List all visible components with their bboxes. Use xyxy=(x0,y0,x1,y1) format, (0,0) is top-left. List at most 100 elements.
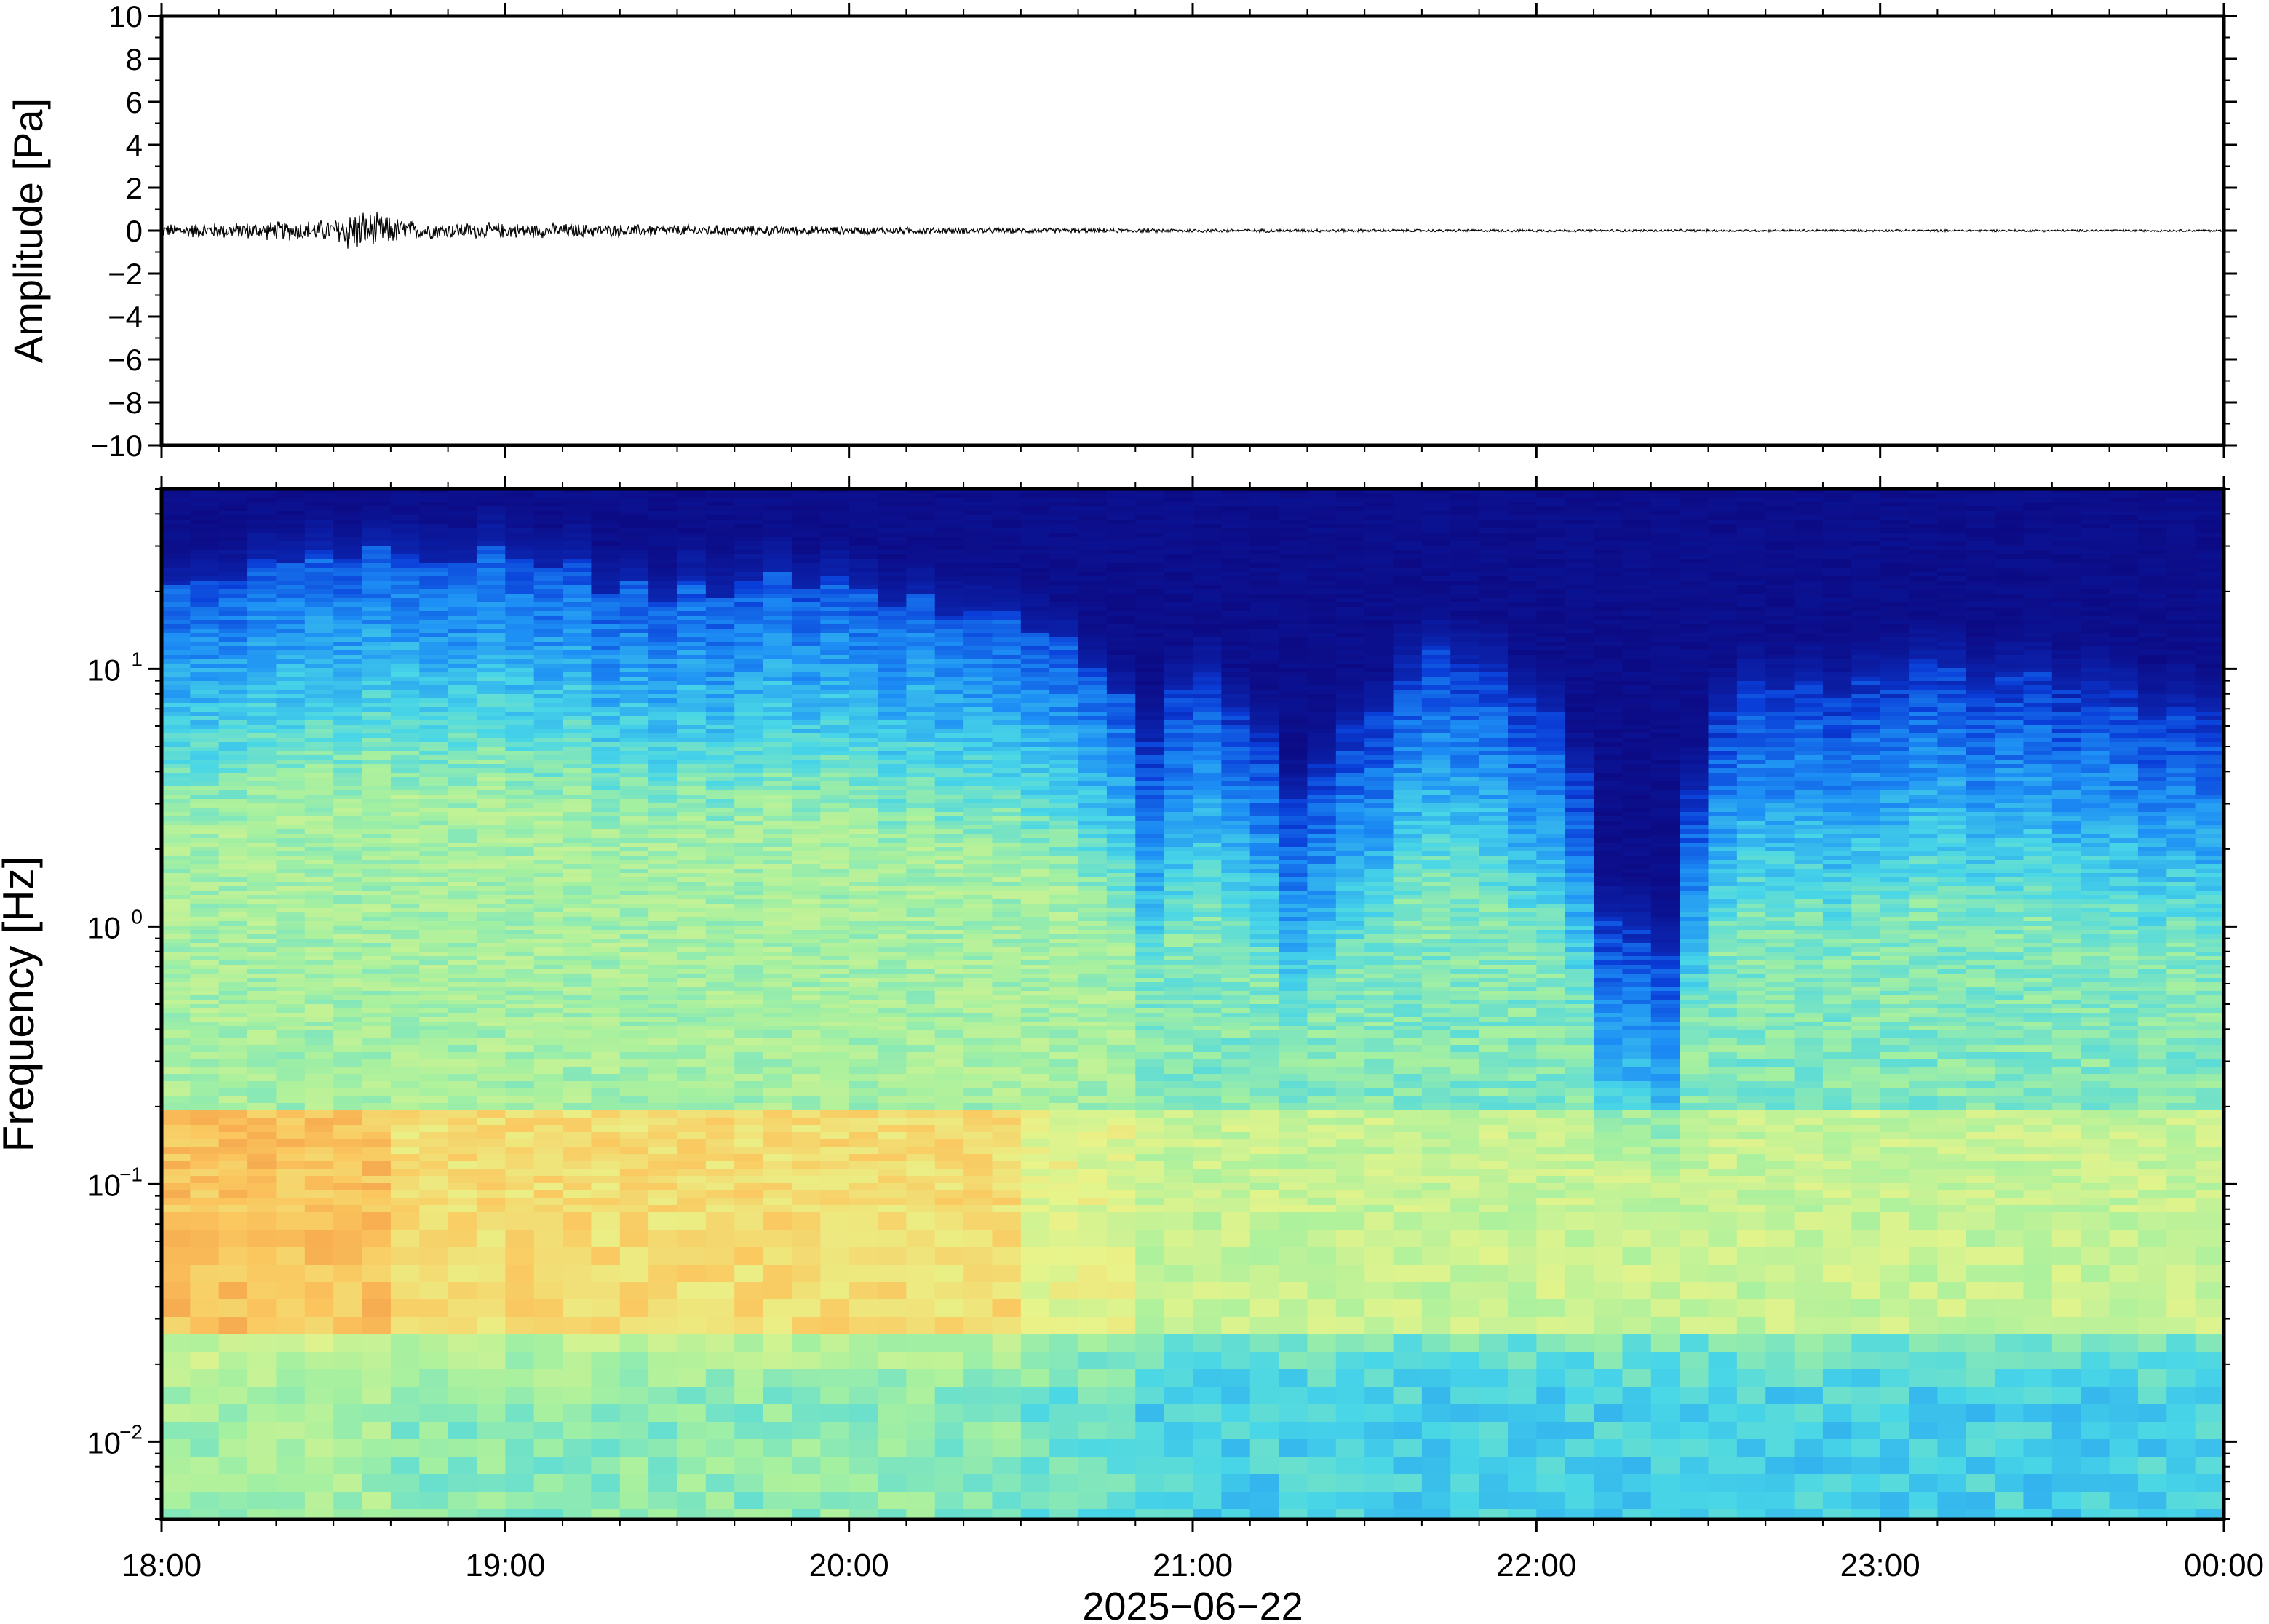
spectrogram-cell xyxy=(591,991,621,996)
spectrogram-cell xyxy=(734,1439,764,1457)
spectrogram-cell xyxy=(849,899,878,904)
spectrogram-cell xyxy=(247,869,277,874)
spectrogram-cell xyxy=(878,629,907,634)
spectrogram-cell xyxy=(362,995,392,1000)
spectrogram-cell xyxy=(849,720,878,725)
spectrogram-cell xyxy=(963,751,993,756)
spectrogram-cell xyxy=(390,712,420,717)
spectrogram-cell xyxy=(934,873,964,878)
spectrogram-cell xyxy=(276,1474,306,1492)
spectrogram-cell xyxy=(563,1265,592,1283)
spectrogram-cell xyxy=(705,821,735,826)
spectrogram-cell xyxy=(934,1022,964,1027)
spectrogram-cell xyxy=(878,738,907,743)
spectrogram-cell xyxy=(390,620,420,625)
spectrogram-cell xyxy=(906,1118,936,1126)
spectrogram-cell xyxy=(906,694,936,699)
spectrogram-cell xyxy=(190,895,220,900)
spectrogram-cell xyxy=(763,747,792,752)
spectrogram-cell xyxy=(906,1212,936,1230)
spectrogram-cell xyxy=(878,650,907,656)
spectrogram-cell xyxy=(190,917,220,922)
spectrogram-cell xyxy=(705,537,735,542)
spectrogram-cell xyxy=(304,554,334,560)
spectrogram-cell xyxy=(591,847,621,852)
spectrogram-cell xyxy=(619,1052,649,1060)
spectrogram-cell xyxy=(276,524,306,529)
spectrogram-cell xyxy=(963,655,993,660)
spectrogram-cell xyxy=(849,943,878,948)
spectrogram-cell xyxy=(390,624,420,629)
spectrogram-cell xyxy=(705,1132,735,1140)
spectrogram-cell xyxy=(333,1317,363,1335)
spectrogram-cell xyxy=(218,917,248,922)
spectrogram-cell xyxy=(190,738,220,743)
spectrogram-cell xyxy=(677,1161,707,1169)
spectrogram-cell xyxy=(734,712,764,717)
spectrogram-cell xyxy=(963,808,993,813)
spectrogram-cell xyxy=(247,795,277,800)
spectrogram-cell xyxy=(533,1139,563,1147)
spectrogram-cell xyxy=(963,554,993,560)
spectrogram-cell xyxy=(763,886,792,891)
spectrogram-cell xyxy=(791,873,821,878)
spectrogram-cell xyxy=(448,1045,477,1053)
spectrogram-cell xyxy=(162,908,191,913)
spectrogram-cell xyxy=(563,812,592,817)
spectrogram-cell xyxy=(533,637,563,642)
spectrogram-cell xyxy=(734,921,764,926)
spectrogram-cell xyxy=(505,1045,535,1053)
spectrogram-cell xyxy=(734,1103,764,1111)
spectrogram-cell xyxy=(304,1038,334,1046)
spectrogram-cell xyxy=(218,668,248,673)
spectrogram-cell xyxy=(505,1000,535,1005)
spectrogram-cell xyxy=(304,843,334,848)
spectrogram-cell xyxy=(362,952,392,957)
spectrogram-cell xyxy=(533,755,563,760)
spectrogram-cell xyxy=(276,808,306,813)
spectrogram-cell xyxy=(591,712,621,717)
spectrogram-cell xyxy=(476,690,506,695)
spectrogram-cell xyxy=(648,834,678,839)
spectrogram-cell xyxy=(476,659,506,664)
spectrogram-cell xyxy=(505,1059,535,1067)
spectrogram-cell xyxy=(304,1147,334,1155)
spectrogram-cell xyxy=(705,987,735,992)
spectrogram-cell xyxy=(505,982,535,987)
spectrogram-cell xyxy=(563,690,592,695)
spectrogram-cell xyxy=(878,930,907,935)
spectrogram-cell xyxy=(362,751,392,756)
spectrogram-cell xyxy=(934,934,964,939)
spectrogram-cell xyxy=(448,812,477,817)
spectrogram-cell xyxy=(878,829,907,835)
spectrogram-cell xyxy=(849,764,878,769)
spectrogram-cell xyxy=(162,882,191,887)
spectrogram-cell xyxy=(362,768,392,773)
spectrogram-cell xyxy=(505,576,535,581)
spectrogram-cell xyxy=(906,1404,936,1422)
spectrogram-cell xyxy=(304,869,334,874)
spectrogram-cell xyxy=(677,1509,707,1519)
spectrogram-cell xyxy=(677,1212,707,1230)
spectrogram-cell xyxy=(247,664,277,669)
spectrogram-cell xyxy=(333,808,363,813)
spectrogram-cell xyxy=(791,755,821,760)
spectrogram-cell xyxy=(878,498,907,503)
spectrogram-cell xyxy=(878,642,907,647)
spectrogram-cell xyxy=(791,664,821,669)
spectrogram-cell xyxy=(505,1004,535,1009)
spectrogram-cell xyxy=(591,594,621,599)
spectrogram-cell xyxy=(448,864,477,869)
spectrogram-cell xyxy=(705,947,735,952)
spectrogram-cell xyxy=(849,633,878,638)
spectrogram-cell xyxy=(648,1154,678,1162)
spectrogram-cell xyxy=(162,1125,191,1133)
spectrogram-cell xyxy=(591,698,621,704)
spectrogram-cell xyxy=(963,995,993,1000)
spectrogram-cell xyxy=(878,589,907,594)
spectrogram-cell xyxy=(362,694,392,699)
spectrogram-cell xyxy=(963,1013,993,1018)
spectrogram-cell xyxy=(591,720,621,725)
spectrogram-cell xyxy=(162,777,191,782)
spectrogram-cell xyxy=(247,1132,277,1140)
